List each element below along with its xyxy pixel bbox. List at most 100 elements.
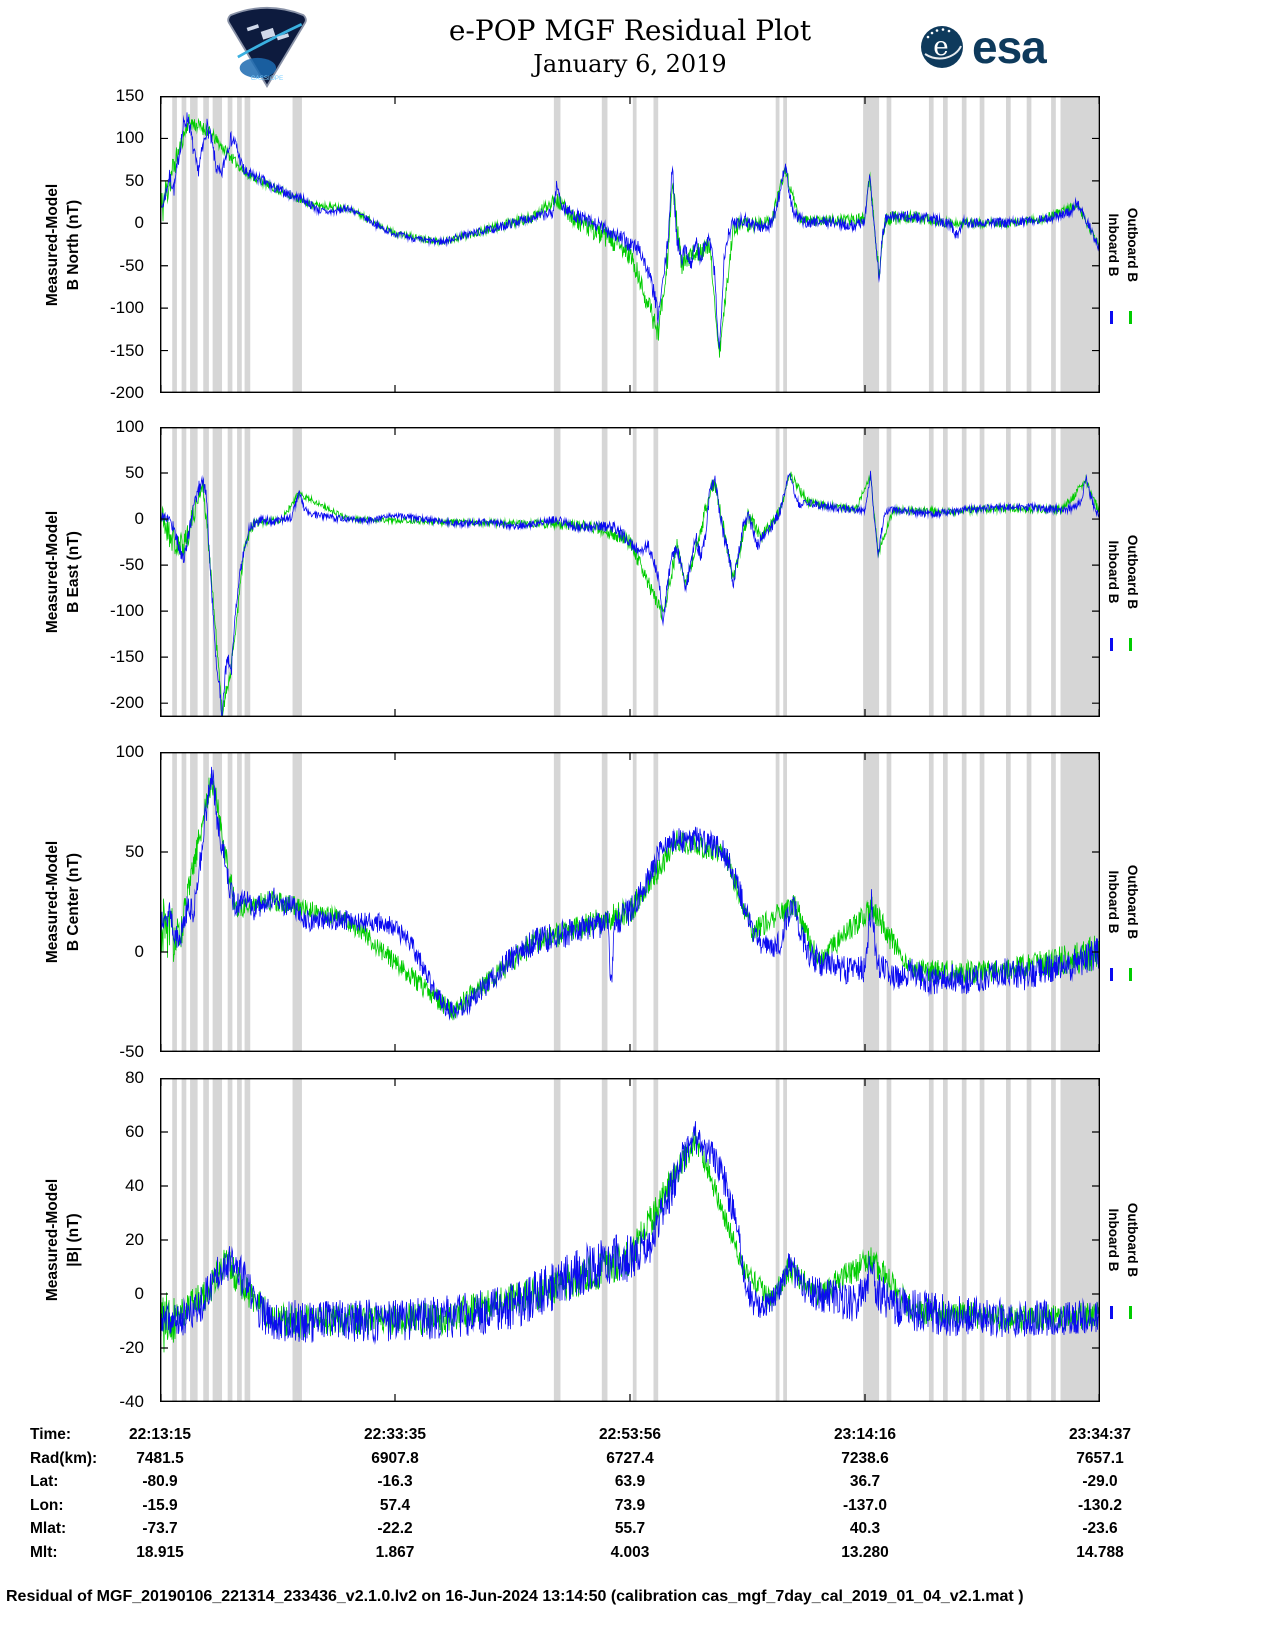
- table-cell: 18.915: [136, 1543, 184, 1561]
- plot-canvas-b-center: [160, 752, 1100, 1052]
- legend-outboard-mark: [1129, 968, 1132, 981]
- y-tick-label: 0: [134, 1284, 144, 1303]
- table-cell: 22:53:56: [598, 1426, 662, 1443]
- plot-canvas-b-north: [160, 96, 1100, 393]
- y-tick-label: 100: [115, 128, 144, 148]
- table-cell: -80.9: [142, 1473, 178, 1490]
- legend-inboard-mark: [1110, 1306, 1113, 1319]
- table-row: Time: 22:13:15 22:33:35 22:53:56 23:14:16 23:…: [0, 1426, 1275, 1449]
- table-cell: -23.6: [1082, 1520, 1118, 1537]
- y-axis-label-b-north: Measured-Model B North (nT): [43, 183, 85, 305]
- table-cell: 22:13:15: [128, 1426, 192, 1443]
- table-cell: -15.9: [142, 1496, 178, 1514]
- esa-logo: e esa: [920, 21, 1047, 73]
- table-cell: 36.7: [849, 1473, 881, 1490]
- esa-emblem-icon: e: [921, 26, 963, 68]
- table-cell: -73.7: [142, 1520, 178, 1537]
- table-cell: 4.003: [610, 1543, 650, 1561]
- y-tick-label: 60: [125, 1122, 144, 1141]
- table-cell: 14.788: [1076, 1543, 1124, 1561]
- table-row-label: Mlt:: [30, 1543, 58, 1561]
- chart-panel-b-north: Measured-Model B North (nT) Inboard B Ou…: [0, 86, 1275, 402]
- y-axis-label-line2: B North (nT): [65, 199, 82, 290]
- chart-panel-b-east: Measured-Model B East (nT) Inboard B Out…: [0, 417, 1275, 717]
- chart-panel-b-mag: Measured-Model |B| (nT) Inboard B Outboa…: [0, 1068, 1275, 1411]
- table-cell: 1.867: [375, 1543, 415, 1561]
- table-cell: 55.7: [614, 1520, 646, 1537]
- legend-outboard-label: Outboard B: [1125, 864, 1140, 940]
- plot-canvas-b-east: [160, 427, 1100, 717]
- legend-outboard-label: Outboard B: [1125, 207, 1140, 282]
- legend-outboard-mark: [1129, 310, 1132, 324]
- legend-inboard-label: Inboard B: [1106, 1208, 1121, 1272]
- y-tick-label: 50: [125, 463, 144, 483]
- table-cell: 7481.5: [136, 1449, 184, 1467]
- y-tick-label: -200: [109, 383, 144, 402]
- esa-wordmark: esa: [972, 21, 1047, 73]
- legend-b-east: Inboard B Outboard B: [1100, 427, 1170, 717]
- legend-inboard-mark: [1110, 968, 1113, 981]
- legend-b-north: Inboard B Outboard B: [1100, 96, 1170, 393]
- table-cell: -130.2: [1078, 1496, 1122, 1514]
- table-row-label: Mlat:: [30, 1520, 67, 1537]
- chart-panel-b-center: Measured-Model B Center (nT) Inboard B O…: [0, 742, 1275, 1061]
- y-tick-label: -50: [119, 1042, 144, 1061]
- table-row-label: Rad(km):: [30, 1449, 98, 1467]
- table-cell: 22:33:35: [363, 1426, 427, 1443]
- table-cell: 63.9: [614, 1473, 646, 1490]
- legend-outboard-mark: [1129, 638, 1132, 651]
- y-tick-label: 0: [134, 213, 144, 233]
- table-row: Rad(km): 7481.5 6907.8 6727.4 7238.6 7657.1: [0, 1450, 1275, 1473]
- y-tick-label: -20: [119, 1338, 144, 1357]
- y-tick-label: -100: [109, 298, 144, 318]
- table-cell: 7657.1: [1076, 1449, 1124, 1467]
- page-subtitle: January 6, 2019: [533, 50, 727, 78]
- y-axis-label-line1: Measured-Model: [44, 183, 62, 306]
- y-tick-label: -40: [119, 1392, 144, 1411]
- legend-inboard-label: Inboard B: [1106, 213, 1121, 276]
- table-cell: -137.0: [843, 1496, 887, 1514]
- legend-inboard-mark: [1110, 310, 1113, 324]
- y-tick-label: 80: [125, 1068, 144, 1087]
- y-tick-label: 0: [134, 509, 144, 529]
- y-tick-label: -100: [109, 601, 144, 621]
- table-cell: -29.0: [1082, 1473, 1118, 1490]
- y-tick-label: 50: [125, 170, 144, 190]
- table-cell: 57.4: [379, 1496, 411, 1514]
- legend-inboard-label: Inboard B: [1106, 870, 1121, 934]
- y-tick-label: -50: [119, 555, 144, 575]
- table-cell: 23:34:37: [1068, 1426, 1132, 1443]
- legend-inboard-label: Inboard B: [1106, 540, 1121, 604]
- y-tick-label: 50: [125, 842, 144, 861]
- y-tick-label: 20: [125, 1230, 144, 1249]
- y-tick-label: -150: [109, 647, 144, 667]
- table-cell: 7238.6: [841, 1449, 889, 1467]
- y-tick-label: -200: [109, 693, 144, 713]
- bottom-table: Time: 22:13:15 22:33:35 22:53:56 23:14:16 23:…: [0, 1426, 1275, 1574]
- table-row-label: Lat:: [30, 1473, 59, 1490]
- y-tick-label: 100: [115, 417, 144, 436]
- y-tick-label: 100: [115, 742, 144, 761]
- table-cell: 73.9: [614, 1496, 646, 1514]
- legend-b-mag: Inboard B Outboard B: [1100, 1078, 1170, 1402]
- y-tick-label: 0: [134, 942, 144, 961]
- table-cell: 40.3: [849, 1520, 881, 1537]
- mission-patch-icon: CASSIOPE: [227, 6, 307, 88]
- footer-text: Residual of MGF_20190106_221314_233436_v…: [6, 1588, 1024, 1605]
- page-title: e-POP MGF Residual Plot: [448, 14, 812, 47]
- table-row: Mlt: 18.915 1.867 4.003 13.280 14.788: [0, 1544, 1275, 1567]
- table-cell: -22.2: [377, 1520, 413, 1537]
- table-row-label: Time:: [30, 1426, 72, 1443]
- legend-outboard-mark: [1129, 1306, 1132, 1319]
- y-tick-label: -150: [109, 340, 144, 360]
- svg-text:e: e: [933, 32, 948, 62]
- table-cell: 23:14:16: [833, 1426, 897, 1443]
- table-row: Lat: -80.9 -16.3 63.9 36.7 -29.0: [0, 1473, 1275, 1496]
- y-tick-label: 150: [115, 86, 144, 105]
- table-row: Lon: -15.9 57.4 73.9 -137.0 -130.2: [0, 1497, 1275, 1520]
- legend-b-center: Inboard B Outboard B: [1100, 752, 1170, 1052]
- table-cell: 6907.8: [371, 1449, 419, 1467]
- legend-inboard-mark: [1110, 638, 1113, 651]
- plot-canvas-b-mag: [160, 1078, 1100, 1402]
- table-cell: 13.280: [841, 1543, 889, 1561]
